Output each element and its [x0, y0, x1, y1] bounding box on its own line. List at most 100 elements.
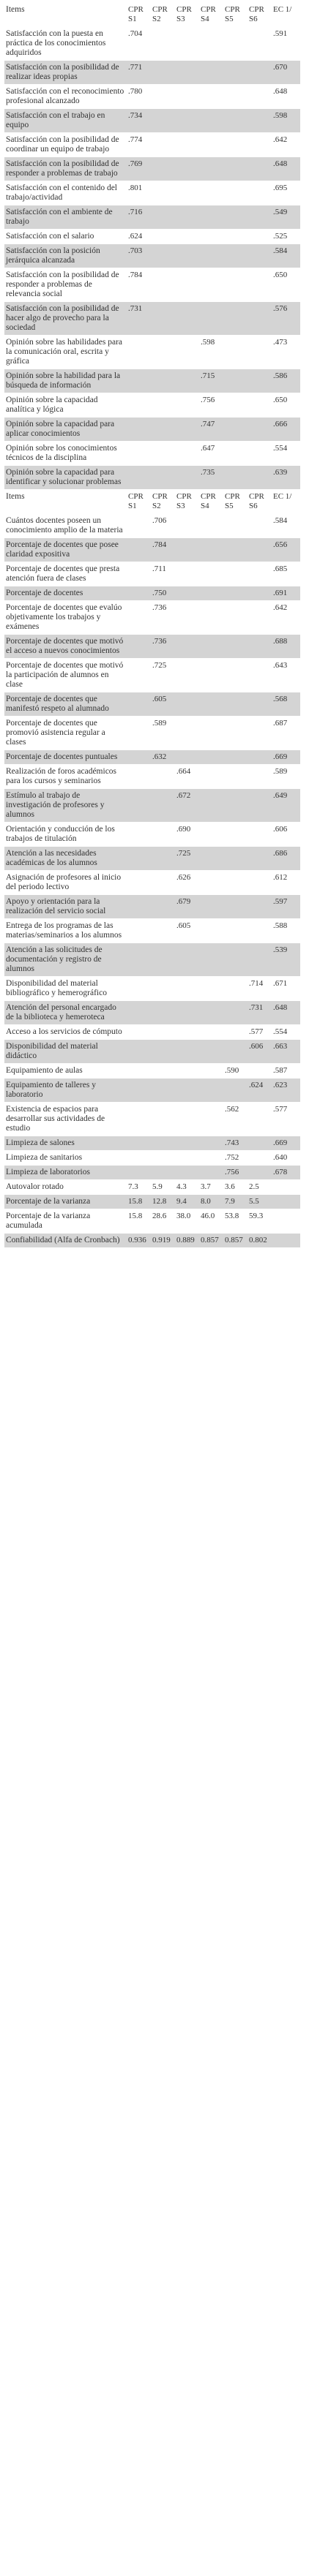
- value-cell: [248, 465, 272, 490]
- item-cell: Equipamiento de aulas: [4, 1063, 127, 1079]
- value-cell: 12.8: [152, 1194, 176, 1209]
- value-cell: [176, 156, 200, 181]
- value-cell: [200, 1150, 224, 1166]
- value-cell: [200, 1165, 224, 1180]
- value-cell: [176, 243, 200, 268]
- value-cell: [272, 1233, 300, 1248]
- table-row: Limpieza de sanitarios .752 .640: [4, 1150, 300, 1166]
- value-cell: [176, 393, 200, 418]
- item-cell: Cuántos docentes poseen un conocimiento …: [4, 513, 127, 538]
- value-cell: [248, 108, 272, 133]
- value-cell: [152, 976, 176, 1001]
- value-cell: [127, 1150, 152, 1166]
- table-row: Porcentaje de docentes que manifestó res…: [4, 692, 300, 717]
- value-cell: [176, 1078, 200, 1103]
- value-cell: [200, 749, 224, 765]
- value-cell: 9.4: [176, 1194, 200, 1209]
- value-cell: [224, 749, 248, 765]
- value-cell: [200, 562, 224, 586]
- value-cell: [127, 465, 152, 490]
- value-cell: .632: [152, 749, 176, 765]
- value-cell: [248, 749, 272, 765]
- value-cell: [200, 537, 224, 562]
- value-cell: [127, 918, 152, 943]
- header-cell: CPR S5: [224, 490, 248, 514]
- header-cell: CPR S5: [224, 3, 248, 27]
- table-row: Estímulo al trabajo de investigación de …: [4, 788, 300, 823]
- value-cell: [200, 1102, 224, 1136]
- value-cell: .576: [272, 301, 300, 336]
- value-cell: [152, 1039, 176, 1064]
- value-cell: [248, 243, 272, 268]
- table-row: Equipamiento de aulas .590 .587: [4, 1063, 300, 1079]
- value-cell: [224, 60, 248, 85]
- value-cell: .670: [272, 60, 300, 85]
- header-cell: CPR S6: [248, 3, 272, 27]
- value-cell: [152, 205, 176, 230]
- value-cell: [200, 976, 224, 1001]
- item-cell: Opinión sobre la capacidad analítica y l…: [4, 393, 127, 418]
- value-cell: .747: [200, 417, 224, 442]
- value-cell: [224, 84, 248, 109]
- value-cell: .714: [248, 976, 272, 1001]
- value-cell: [176, 1024, 200, 1040]
- value-cell: .640: [272, 1150, 300, 1166]
- value-cell: [127, 846, 152, 871]
- value-cell: 46.0: [200, 1209, 224, 1234]
- value-cell: [224, 600, 248, 635]
- value-cell: .731: [248, 1000, 272, 1025]
- value-cell: .731: [127, 301, 152, 336]
- item-cell: Apoyo y orientación para la realización …: [4, 894, 127, 919]
- table-row: Opinión sobre la capacidad analítica y l…: [4, 393, 300, 418]
- value-cell: [224, 870, 248, 895]
- value-cell: [224, 537, 248, 562]
- value-cell: .743: [224, 1136, 248, 1151]
- value-cell: 5.5: [248, 1194, 272, 1209]
- value-cell: [224, 976, 248, 1001]
- value-cell: [224, 465, 248, 490]
- header-cell: CPR S4: [200, 490, 224, 514]
- value-cell: [248, 1165, 272, 1180]
- value-cell: [224, 943, 248, 977]
- item-cell: Porcentaje de docentes puntuales: [4, 749, 127, 765]
- header-cell: Items: [4, 3, 127, 27]
- value-cell: [248, 417, 272, 442]
- value-cell: .597: [272, 894, 300, 919]
- value-cell: .642: [272, 132, 300, 157]
- value-cell: [176, 441, 200, 466]
- table-row: Entrega de los programas de las materias…: [4, 918, 300, 943]
- table-row: Asignación de profesores al inicio del p…: [4, 870, 300, 895]
- value-cell: .643: [272, 658, 300, 692]
- value-cell: .750: [152, 586, 176, 601]
- item-cell: Satisfacción con el salario: [4, 229, 127, 244]
- value-cell: .598: [272, 108, 300, 133]
- value-cell: .752: [224, 1150, 248, 1166]
- value-cell: .666: [272, 417, 300, 442]
- value-cell: [200, 205, 224, 230]
- value-cell: [152, 84, 176, 109]
- value-cell: .774: [127, 132, 152, 157]
- value-cell: [152, 156, 176, 181]
- value-cell: [248, 586, 272, 601]
- value-cell: .591: [272, 26, 300, 61]
- table-row: Satisfacción con la posibilidad de hacer…: [4, 301, 300, 336]
- value-cell: [272, 1194, 300, 1209]
- value-cell: .688: [272, 634, 300, 659]
- value-cell: [248, 301, 272, 336]
- value-cell: [152, 369, 176, 393]
- value-cell: [127, 692, 152, 717]
- value-cell: [272, 1179, 300, 1195]
- item-cell: Opinión sobre la capacidad para aplicar …: [4, 417, 127, 442]
- value-cell: [152, 393, 176, 418]
- value-cell: 15.8: [127, 1194, 152, 1209]
- table-row: Satisfacción con la posibilidad de respo…: [4, 156, 300, 181]
- value-cell: .784: [127, 268, 152, 302]
- table-row: Opinión sobre las habilidades para la co…: [4, 335, 300, 369]
- item-cell: Atención a las solicitudes de documentac…: [4, 943, 127, 977]
- table-row: Porcentaje de docentes que motivó el acc…: [4, 634, 300, 659]
- item-cell: Satisfacción con la puesta en práctica d…: [4, 26, 127, 61]
- value-cell: [127, 1024, 152, 1040]
- value-cell: [224, 335, 248, 369]
- value-cell: [200, 846, 224, 871]
- value-cell: [200, 132, 224, 157]
